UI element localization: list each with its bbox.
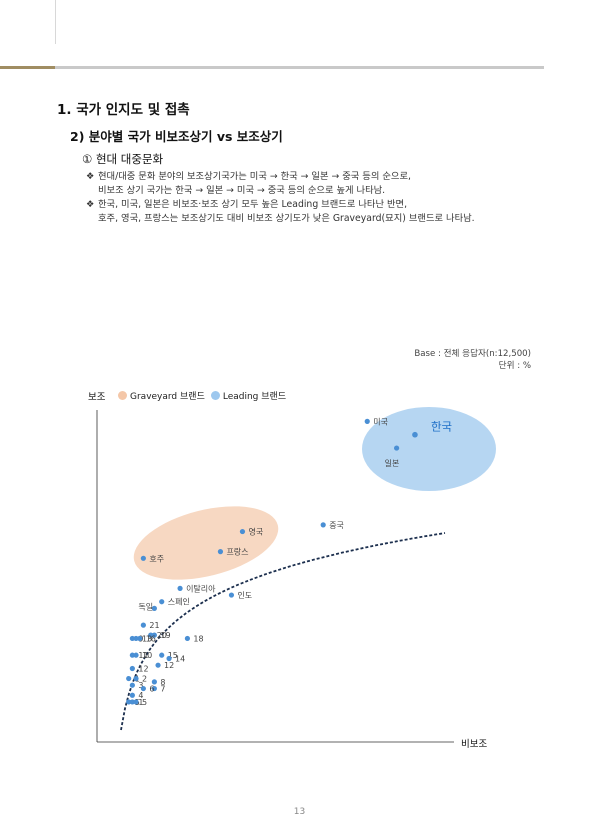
data-point: [126, 675, 132, 682]
data-label: 15: [168, 651, 178, 660]
data-point: [394, 445, 400, 451]
data-point: [129, 699, 135, 705]
leading-zone: [362, 407, 496, 491]
data-label: 이탈리아: [186, 583, 216, 593]
data-point: [137, 635, 143, 642]
data-label: 21: [149, 621, 159, 630]
header-rule: [55, 66, 544, 69]
page-number: 13: [293, 807, 306, 817]
data-label: 7: [160, 685, 165, 694]
data-label: 호주: [149, 554, 164, 563]
data-label: 중국: [329, 521, 344, 530]
bullet-mark-icon: ❖: [86, 171, 95, 182]
data-label: 14: [175, 655, 185, 664]
trend-line: [120, 532, 446, 731]
data-label: 6: [149, 685, 154, 694]
data-label: 5: [142, 698, 147, 707]
data-label: 일본: [385, 459, 400, 468]
bullet-item: ❖ 현대/대중 문화 분야의 보조상기국가는 미국 → 한국 → 일본 → 중국…: [86, 170, 475, 198]
data-point: [239, 528, 246, 535]
data-label: 3: [138, 681, 143, 690]
data-point: [133, 675, 139, 682]
data-label: 2: [142, 675, 147, 684]
data-label: 1: [138, 698, 143, 707]
subsubsection-title: ① 현대 대중문화: [82, 152, 164, 166]
data-point: [159, 652, 165, 658]
graveyard-zone: [133, 506, 279, 580]
data-point: [166, 655, 172, 662]
data-label: 16: [146, 634, 156, 643]
data-point: [228, 592, 235, 598]
data-point: [129, 692, 135, 698]
section-title: 1. 국가 인지도 및 접촉: [57, 102, 190, 118]
subsection-title: 2) 분야별 국가 비보조상기 vs 보조상기: [70, 129, 283, 144]
header-vertical-line: [55, 0, 56, 44]
data-label: 4: [138, 691, 143, 700]
bullet-text-line: 호주, 영국, 프랑스는 보조상기도 대비 비보조 상기도가 낮은 Gravey…: [98, 213, 475, 224]
data-point: [177, 585, 183, 591]
y-axis-label: 보조: [88, 392, 106, 403]
leading-swatch-icon: [210, 391, 220, 400]
data-label: 한국: [431, 420, 452, 434]
chart-legend: Graveyard 브랜드 Leading 브랜드: [118, 389, 292, 402]
data-label: 13: [142, 634, 152, 643]
x-axis-label: 비보조: [461, 739, 488, 750]
graveyard-swatch-icon: [118, 391, 127, 400]
data-point: [129, 665, 135, 672]
data-label: 19: [160, 631, 170, 640]
data-point: [364, 418, 370, 424]
data-point: [151, 632, 157, 638]
data-label: 인도: [237, 590, 252, 600]
data-label: 12: [138, 665, 148, 674]
data-point: [133, 699, 139, 705]
data-label: 18: [193, 634, 203, 643]
data-point: [151, 605, 157, 612]
data-label: 12: [164, 661, 174, 670]
data-point: [129, 652, 135, 658]
data-point: [184, 635, 191, 642]
data-label: 11: [138, 651, 148, 660]
data-point: [126, 699, 132, 705]
data-point: [133, 652, 139, 658]
data-point: [412, 431, 418, 438]
bullet-list: ❖ 현대/대중 문화 분야의 보조상기국가는 미국 → 한국 → 일본 → 중국…: [86, 170, 475, 226]
header-accent-bar: [0, 66, 55, 69]
data-point: [155, 662, 161, 668]
legend-item-graveyard: Graveyard 브랜드: [118, 389, 205, 402]
data-point: [140, 555, 146, 561]
data-point: [140, 685, 146, 692]
sample-base-text: Base : 전체 응답자(n:12,500): [414, 349, 531, 359]
data-point: [133, 635, 139, 642]
data-point: [129, 682, 135, 688]
data-label: 8: [160, 678, 165, 687]
bullet-mark-icon: ❖: [86, 199, 95, 210]
data-point: [148, 632, 154, 638]
data-label: 10: [142, 651, 152, 660]
data-label: 스페인: [168, 597, 190, 607]
base-note: Base : 전체 응답자(n:12,500) 단위 : %: [414, 348, 531, 372]
data-label: 독일: [138, 602, 153, 611]
bullet-item: ❖ 한국, 미국, 일본은 비보조·보조 상기 모두 높은 Leading 브랜…: [86, 198, 475, 226]
data-label: 프랑스: [226, 547, 248, 557]
data-label: 미국: [373, 417, 388, 426]
data-point: [159, 599, 165, 605]
data-label: 20: [157, 631, 167, 640]
bullet-text-line: 한국, 미국, 일본은 비보조·보조 상기 모두 높은 Leading 브랜드로…: [98, 199, 408, 210]
data-point: [151, 685, 157, 692]
bullet-text-line: 비보조 상기 국가는 한국 → 일본 → 미국 → 중국 등의 순으로 높게 나…: [98, 185, 386, 196]
data-label: 영국: [248, 527, 263, 537]
data-point: [320, 522, 326, 528]
data-point: [140, 622, 146, 628]
legend-item-leading: Leading 브랜드: [210, 389, 287, 402]
data-point: [129, 635, 135, 642]
legend-label: Leading 브랜드: [222, 392, 287, 402]
unit-text: 단위 : %: [498, 361, 531, 371]
legend-label: Graveyard 브랜드: [130, 392, 205, 402]
data-point: [217, 549, 224, 555]
bullet-text-line: 현대/대중 문화 분야의 보조상기국가는 미국 → 한국 → 일본 → 중국 등…: [98, 171, 411, 182]
data-point: [151, 679, 157, 685]
